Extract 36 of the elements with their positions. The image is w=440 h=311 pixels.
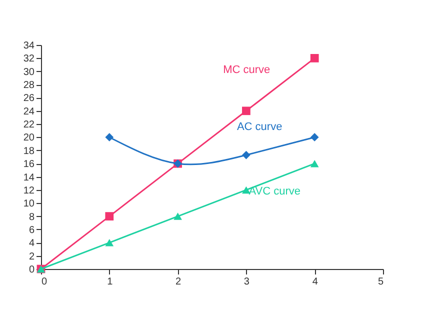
x-tick-label: 4 [312, 276, 318, 288]
point [174, 212, 182, 220]
y-tick-label: 14 [23, 172, 35, 184]
y-tick-label: 12 [23, 185, 35, 196]
x-tick-label: 2 [176, 276, 182, 288]
series-label: AVC curve [248, 186, 300, 198]
point [242, 106, 250, 116]
series-label: AC curve [236, 121, 282, 134]
y-tick-label: 8 [28, 212, 35, 223]
x-tick-label: 3 [244, 276, 250, 288]
x-tick-label: 5 [378, 276, 384, 288]
y-tick-label: 32 [23, 54, 35, 65]
y-tick-label: 22 [23, 120, 35, 131]
point [105, 212, 114, 220]
point [105, 133, 114, 142]
point [310, 54, 319, 62]
y-tick-label: 34 [23, 40, 35, 52]
series-label: MC curve [223, 64, 270, 76]
x-tick-label: 0 [42, 276, 48, 288]
y-tick-label: 18 [23, 146, 35, 157]
y-tick-label: 24 [23, 106, 35, 118]
y-tick-label: 16 [23, 159, 35, 170]
y-tick-label: 6 [28, 224, 35, 236]
point [242, 150, 250, 160]
y-tick-label: 26 [23, 93, 35, 104]
y-tick-label: 30 [23, 66, 35, 78]
x-tick-label: 1 [107, 276, 114, 288]
point [105, 239, 114, 246]
y-tick-label: 10 [23, 198, 35, 210]
point [310, 133, 319, 142]
y-tick-label: 2 [28, 251, 35, 262]
y-tick-label: 28 [23, 80, 35, 92]
point [310, 160, 319, 168]
y-tick-label: 20 [23, 132, 35, 144]
y-tick-label: 4 [28, 238, 35, 250]
y-tick-label: 0 [28, 264, 35, 276]
